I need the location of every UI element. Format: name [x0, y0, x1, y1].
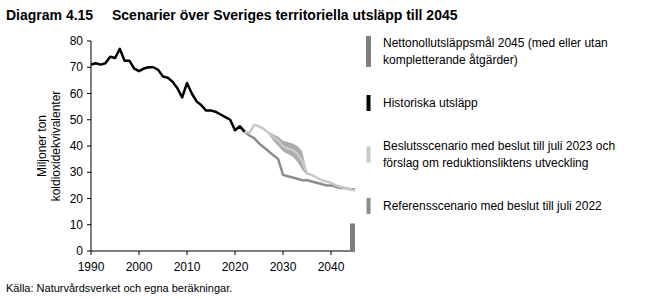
legend-label: Referensscenario med beslut till juli 20… — [383, 199, 602, 213]
y-tick — [87, 251, 91, 252]
y-tick-label: 20 — [70, 192, 84, 206]
x-tick — [187, 251, 188, 255]
y-tick-label: 60 — [70, 87, 84, 101]
legend-label-line: Beslutsscenario med beslut till juli 202… — [383, 139, 615, 153]
y-tick — [87, 93, 91, 94]
y-tick — [87, 198, 91, 199]
x-tick-label: 1990 — [78, 260, 105, 274]
y-tick-label: 40 — [70, 139, 84, 153]
legend-label: Nettonollutsläppsmål 2045 (med eller uta… — [383, 36, 608, 67]
legend-label-line: Referensscenario med beslut till juli 20… — [383, 199, 602, 213]
x-tick — [331, 251, 332, 255]
legend-label-line: kompletterande åtgärder) — [383, 53, 518, 67]
x-tick-label: 2000 — [126, 260, 153, 274]
line — [240, 125, 355, 191]
y-tick — [87, 41, 91, 42]
y-tick — [87, 67, 91, 68]
x-tick — [91, 251, 92, 255]
legend-label-line: förslag om reduktionsliktens utveckling — [383, 156, 588, 170]
title: Scenarier över Sveriges territoriella ut… — [112, 7, 458, 23]
y-tick-label: 10 — [70, 218, 84, 232]
y-axis-label-line: koldioxidekvivalenter — [49, 91, 63, 202]
y-tick-label: 70 — [70, 60, 84, 74]
y-tick — [87, 119, 91, 120]
legend-label-line: Nettonollutsläppsmål 2045 (med eller uta… — [383, 36, 608, 50]
x-tick — [139, 251, 140, 255]
legend-swatch — [367, 147, 371, 163]
figure-label: Diagram 4.15 — [6, 7, 93, 23]
legend-swatch — [367, 198, 371, 214]
legend-label: Beslutsscenario med beslut till juli 202… — [383, 139, 615, 170]
x-tick — [283, 251, 284, 255]
chart: Diagram 4.15 Scenarier över Sveriges terr… — [0, 0, 648, 299]
line — [91, 49, 245, 132]
bar — [350, 223, 355, 251]
legend-swatch — [367, 95, 371, 111]
y-axis-label: Miljoner tonkoldioxidekvivalenter — [35, 91, 63, 202]
legend-label: Historiska utsläpp — [383, 96, 478, 110]
source: Källa: Naturvårdsverket och egna beräkni… — [6, 282, 232, 294]
x-axis — [91, 251, 355, 252]
y-tick-label: 30 — [70, 165, 84, 179]
legend-label-line: Historiska utsläpp — [383, 96, 478, 110]
y-tick-label: 0 — [76, 244, 83, 258]
plot-area — [91, 49, 355, 251]
y-tick — [87, 172, 91, 173]
x-tick-label: 2010 — [174, 260, 201, 274]
legend-swatch — [366, 36, 371, 67]
x-tick-label: 2030 — [270, 260, 297, 274]
y-tick — [87, 146, 91, 147]
y-tick — [87, 224, 91, 225]
line — [240, 126, 355, 189]
x-tick-label: 2040 — [318, 260, 345, 274]
x-tick-label: 2020 — [222, 260, 249, 274]
x-tick — [235, 251, 236, 255]
y-tick-label: 80 — [70, 34, 84, 48]
y-tick-label: 50 — [70, 113, 84, 127]
y-axis-label-line: Miljoner ton — [35, 115, 49, 177]
